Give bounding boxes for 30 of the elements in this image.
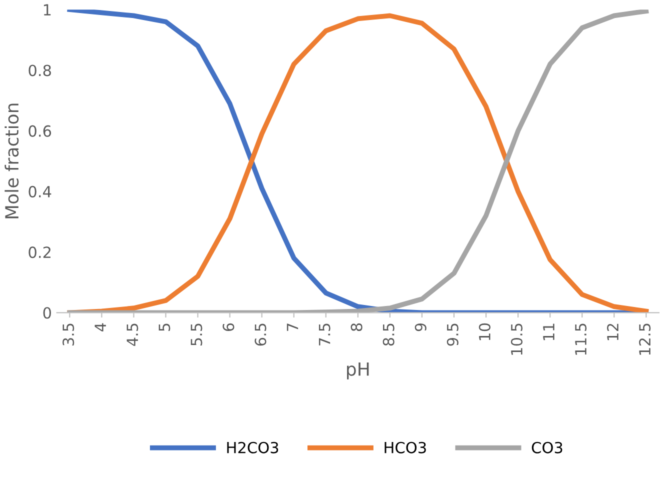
- legend-label: CO3: [532, 442, 562, 454]
- y-tick-label: 0.4: [28, 186, 52, 198]
- x-tick-label: 11.5: [575, 324, 587, 355]
- y-axis-title: Mole fraction: [4, 104, 19, 218]
- y-tick-label: 1: [44, 4, 51, 16]
- x-tick-label: 6: [222, 323, 234, 332]
- x-tick-label: 4: [94, 323, 106, 332]
- x-tick-label: 5: [158, 324, 170, 331]
- x-tick-label: 4.5: [126, 324, 138, 346]
- y-tick-label: 0: [43, 307, 51, 319]
- x-tick-label: 10.5: [510, 324, 522, 355]
- x-tick-label: 10: [478, 323, 490, 340]
- x-tick-label: 6.5: [254, 324, 266, 346]
- x-tick-label: 8: [350, 323, 362, 332]
- x-tick-label: 12.5: [639, 324, 651, 355]
- x-tick-label: 7: [286, 324, 298, 331]
- y-tick-label: 0.6: [28, 125, 52, 137]
- legend-label: H2CO3: [227, 442, 278, 454]
- x-tick-label: 5.5: [190, 324, 202, 346]
- x-tick-label: 8.5: [382, 324, 394, 346]
- x-tick-label: 9.5: [446, 324, 458, 346]
- x-tick-label: 9: [414, 323, 426, 332]
- x-tick-label: 11: [543, 324, 554, 340]
- legend-label: HCO3: [384, 442, 426, 454]
- x-tick-label: 7.5: [318, 324, 330, 346]
- x-tick-label: 12: [607, 324, 618, 340]
- y-tick-label: 0.8: [28, 64, 51, 76]
- x-tick-label: 3.5: [62, 324, 74, 346]
- x-axis-title: pH: [347, 362, 369, 380]
- y-tick-label: 0.2: [28, 246, 50, 258]
